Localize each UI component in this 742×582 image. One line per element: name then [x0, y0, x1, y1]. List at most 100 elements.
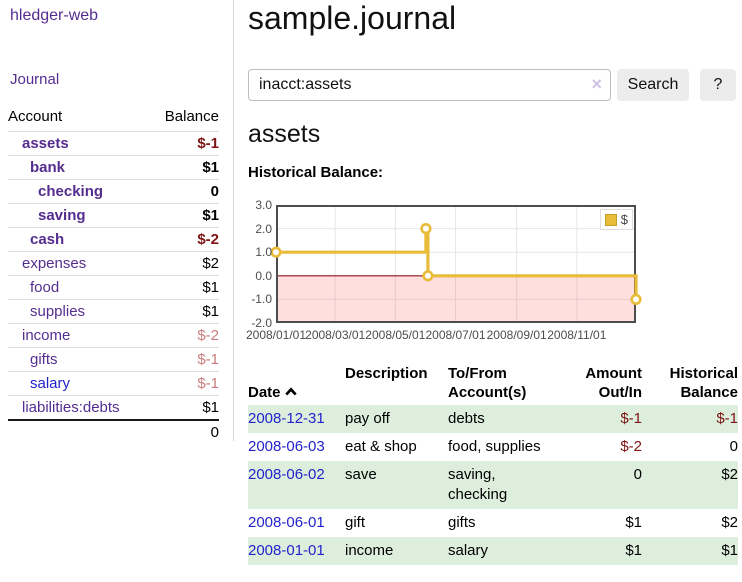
sidebar: hledger-web Journal Account Balance asse…: [0, 0, 234, 444]
transaction-date-link[interactable]: 2008-06-02: [248, 466, 325, 483]
balance-chart: $ 3.0 2.0 1.0 0.0 -1.0 -2.0 2008/01/01 2008/03/…: [246, 198, 688, 349]
balance-column-header: Historical Balance: [669, 365, 738, 401]
register-body: 2008-12-31 pay off debts $-1 $-1 2008-06-03 ea…: [248, 405, 738, 565]
account-row: supplies $1: [8, 299, 219, 324]
sidebar-account-link-gifts[interactable]: gifts: [30, 351, 58, 368]
sidebar-account-link-assets[interactable]: assets: [22, 135, 69, 152]
search-input[interactable]: [248, 69, 611, 101]
transaction-description: pay off: [345, 410, 390, 427]
sidebar-accounts-body: assets $-1 bank $1 checking 0 saving $1 cash $-2 e…: [8, 131, 219, 420]
x-axis-tick-label: 2008/03/01: [305, 328, 366, 342]
y-axis-tick-label: -2.0: [251, 316, 272, 330]
transaction-description: save: [345, 466, 377, 483]
search-form: × Search ?: [248, 69, 742, 101]
y-axis-tick-label: 3.0: [255, 198, 272, 212]
account-row: bank $1: [8, 155, 219, 180]
transaction-balance: $2: [721, 466, 738, 483]
accounts-total-row: 0: [8, 419, 219, 444]
x-axis-tick-label: 2008/07/01: [425, 328, 486, 342]
account-row: income $-2: [8, 323, 219, 348]
transaction-date-link[interactable]: 2008-12-31: [248, 410, 325, 427]
balance-column-header: Balance: [164, 108, 219, 125]
account-row: expenses $2: [8, 251, 219, 276]
x-axis-tick-label: 2008/09/01: [486, 328, 547, 342]
transaction-date-link[interactable]: 2008-06-03: [248, 438, 325, 455]
date-column-header[interactable]: Date: [248, 361, 345, 405]
transaction-accounts: food, supplies: [448, 438, 541, 455]
register-table: Date Description To/From Account(s) Amou…: [248, 361, 738, 565]
sidebar-account-link-saving[interactable]: saving: [38, 207, 86, 224]
sidebar-account-link-salary[interactable]: salary: [30, 375, 71, 392]
account-balance: $1: [136, 203, 219, 228]
page-title: sample.journal: [248, 0, 457, 36]
transaction-balance: 0: [729, 438, 738, 455]
chart-legend: $: [599, 209, 633, 230]
transaction-accounts: salary: [448, 542, 489, 559]
account-heading: assets: [248, 120, 321, 148]
account-balance: $1: [136, 275, 219, 300]
chevron-up-icon: [284, 387, 297, 396]
clear-search-icon[interactable]: ×: [591, 74, 602, 94]
balance-chart-svg: [270, 205, 642, 323]
account-row: checking 0: [8, 179, 219, 204]
transaction-date-link[interactable]: 2008-06-01: [248, 514, 325, 531]
accounts-total-value: 0: [136, 419, 219, 444]
account-balance: $-1: [136, 347, 219, 372]
account-row: liabilities:debts $1: [8, 395, 219, 420]
y-axis-tick-label: 1.0: [255, 245, 272, 260]
sidebar-account-link-checking[interactable]: checking: [38, 183, 104, 200]
sidebar-account-link-liabilities-debts[interactable]: liabilities:debts: [22, 399, 120, 416]
x-axis-tick-label: 2008/05/01: [365, 328, 426, 342]
sidebar-account-link-income[interactable]: income: [22, 327, 71, 344]
transaction-description: eat & shop: [345, 438, 417, 455]
transaction-description: income: [345, 542, 394, 559]
y-axis-tick-label: 2.0: [255, 221, 272, 236]
accounts-table-header: Account Balance: [8, 102, 219, 132]
legend-label: $: [620, 212, 628, 227]
transaction-amount: $-1: [620, 410, 642, 427]
help-button[interactable]: ?: [700, 69, 736, 101]
app-brand-link[interactable]: hledger-web: [10, 7, 99, 24]
transaction-date-link[interactable]: 2008-01-01: [248, 542, 325, 559]
transaction-amount: 0: [633, 466, 642, 483]
sidebar-account-link-bank[interactable]: bank: [30, 159, 66, 176]
account-balance: $-2: [136, 323, 219, 348]
transaction-amount: $1: [625, 542, 642, 559]
sidebar-item-journal[interactable]: Journal: [10, 71, 60, 88]
y-axis-tick-label: 0.0: [255, 268, 272, 283]
transaction-description: gift: [345, 514, 366, 531]
account-balance: $-1: [136, 371, 219, 396]
transaction-balance: $1: [721, 542, 738, 559]
transaction-amount: $-2: [620, 438, 642, 455]
transaction-amount: $1: [625, 514, 642, 531]
account-balance: $2: [136, 251, 219, 276]
sidebar-account-link-cash[interactable]: cash: [30, 231, 65, 248]
transaction-row: 2008-06-02 save saving, checking 0 $2: [248, 461, 738, 509]
account-balance: $-2: [136, 227, 219, 252]
account-row: cash $-2: [8, 227, 219, 252]
sidebar-account-link-food[interactable]: food: [30, 279, 60, 296]
balance-chart-plot[interactable]: $: [270, 205, 642, 323]
main-content: sample.journal × Search ? assets Histori…: [246, 0, 742, 582]
account-row: saving $1: [8, 203, 219, 228]
account-row: food $1: [8, 275, 219, 300]
accounts-table: Account Balance assets $-1 bank $1 checking 0…: [8, 102, 219, 444]
accounts-column-header: To/From Account(s): [448, 365, 527, 401]
amount-column-header: Amount Out/In: [585, 365, 642, 401]
transaction-accounts: debts: [448, 410, 485, 427]
y-axis-tick-label: -1.0: [251, 292, 272, 307]
chart-title: Historical Balance:: [248, 164, 384, 181]
account-balance: $1: [136, 395, 219, 420]
sidebar-account-link-expenses[interactable]: expenses: [22, 255, 87, 272]
account-row: gifts $-1: [8, 347, 219, 372]
account-balance: $1: [136, 299, 219, 324]
search-input-wrap: ×: [248, 69, 611, 101]
sidebar-account-link-supplies[interactable]: supplies: [30, 303, 86, 320]
x-axis-tick-label: 2008/11/01: [547, 328, 607, 342]
account-row: salary $-1: [8, 371, 219, 396]
transaction-balance: $2: [721, 514, 738, 531]
search-button[interactable]: Search: [617, 69, 689, 101]
account-column-header: Account: [8, 108, 63, 125]
transaction-row: 2008-12-31 pay off debts $-1 $-1: [248, 405, 738, 433]
account-balance: 0: [136, 179, 219, 204]
